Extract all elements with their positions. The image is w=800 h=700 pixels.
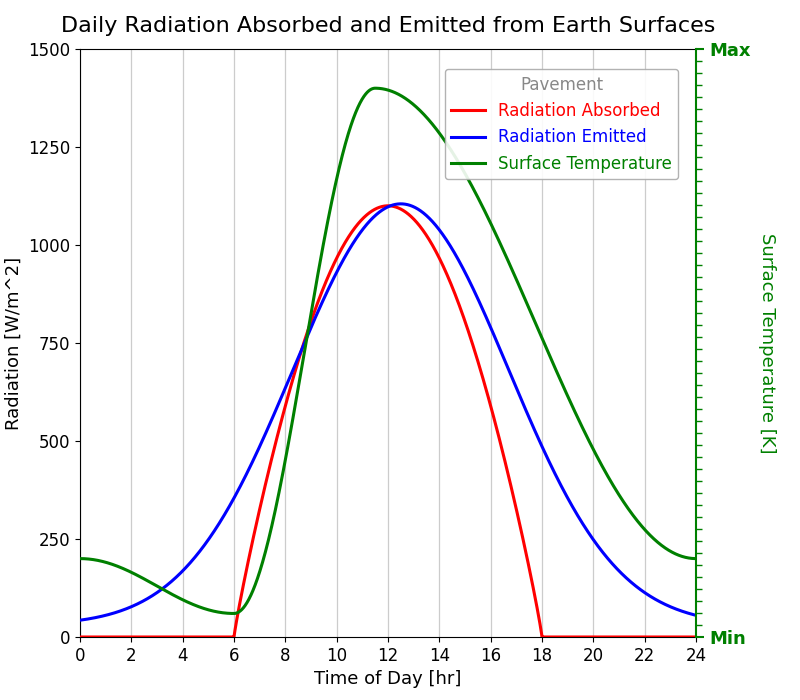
Legend: Radiation Absorbed, Radiation Emitted, Surface Temperature: Radiation Absorbed, Radiation Emitted, S… — [445, 69, 678, 179]
X-axis label: Time of Day [hr]: Time of Day [hr] — [314, 671, 462, 688]
Y-axis label: Radiation [W/m^2]: Radiation [W/m^2] — [5, 256, 22, 430]
Title: Daily Radiation Absorbed and Emitted from Earth Surfaces: Daily Radiation Absorbed and Emitted fro… — [61, 16, 715, 36]
Y-axis label: Surface Temperature [K]: Surface Temperature [K] — [758, 232, 776, 454]
